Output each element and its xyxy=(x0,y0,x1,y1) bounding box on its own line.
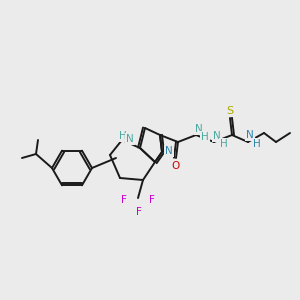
Text: H: H xyxy=(253,139,261,149)
Text: H: H xyxy=(220,139,228,149)
Text: F: F xyxy=(149,195,155,205)
Text: O: O xyxy=(172,161,180,171)
Text: N: N xyxy=(165,146,173,156)
Text: N: N xyxy=(213,131,221,141)
Text: N: N xyxy=(246,130,254,140)
Text: F: F xyxy=(121,195,127,205)
Text: N: N xyxy=(195,124,203,134)
Text: H: H xyxy=(201,132,209,142)
Text: N: N xyxy=(126,134,134,144)
Text: F: F xyxy=(136,207,142,217)
Text: H: H xyxy=(119,131,127,141)
Text: S: S xyxy=(226,106,234,116)
